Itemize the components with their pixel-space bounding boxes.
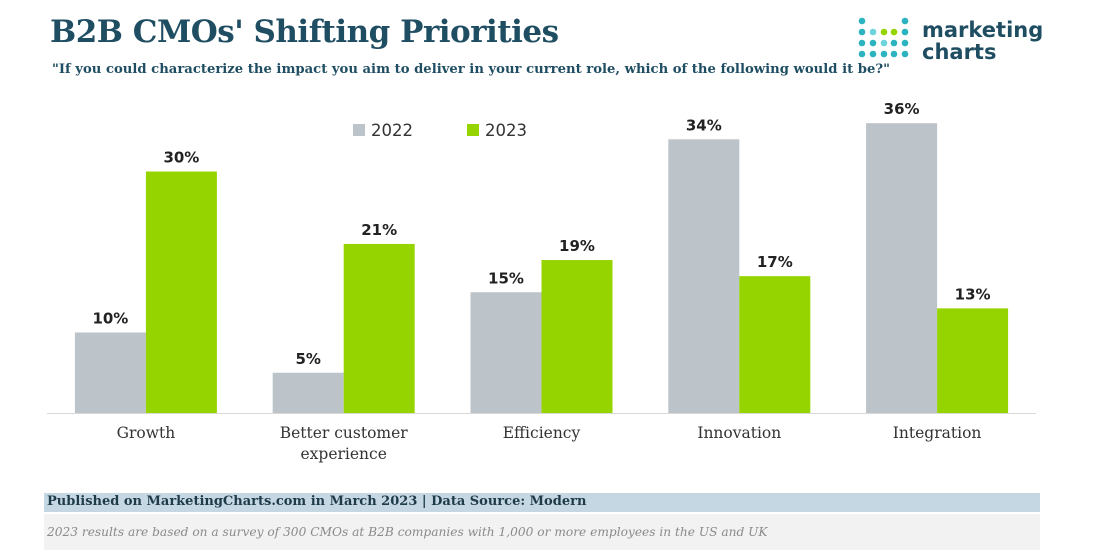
data-label-2022-3: 34% [686,116,722,134]
bar-2023-2 [541,260,613,413]
bar-2023-1 [343,243,415,413]
x-tick-label-4: Integration [893,424,982,442]
bar-2022-4 [866,123,938,413]
page-title: B2B CMOs' Shifting Priorities [50,14,559,50]
legend-swatch-2022 [353,124,365,136]
logo-line-2: charts [922,40,997,64]
data-label-2022-4: 36% [884,100,920,118]
bar-2023-3 [739,276,811,413]
data-label-2023-3: 17% [757,253,793,271]
data-label-2023-1: 21% [361,221,397,239]
data-label-2022-2: 15% [488,269,524,287]
methodology-note: 2023 results are based on a survey of 30… [44,514,1040,550]
bar-2023-4 [937,308,1009,413]
bar-2022-0 [74,332,146,413]
data-label-2023-0: 30% [163,149,199,167]
bar-2023-0 [145,171,217,413]
bar-2022-3 [668,139,740,414]
source-bar: Published on MarketingCharts.com in Marc… [44,493,1040,512]
legend-swatch-2023 [467,124,479,136]
legend-label-2023: 2023 [485,121,527,140]
dot-grid-logo-icon [858,17,909,58]
page-subtitle: "If you could characterize the impact yo… [52,62,890,77]
logo-text: marketing charts [922,19,1043,63]
note-text: 2023 results are based on a survey of 30… [47,525,768,539]
x-tick-label-0: Growth [117,424,176,442]
marketing-charts-logo: marketing charts [858,17,1048,67]
source-text: Published on MarketingCharts.com in Marc… [47,494,587,509]
data-label-2022-1: 5% [295,350,320,368]
logo-line-1: marketing [922,18,1044,42]
x-tick-label-1: Better customer [280,424,409,442]
data-label-2022-0: 10% [92,310,128,328]
data-label-2023-4: 13% [955,285,991,303]
bar-chart: 10% 30% Growth 5% 21% Better customer experien… [47,100,1036,463]
x-tick-label-1-line2: experience [301,445,387,463]
legend-label-2022: 2022 [371,121,413,140]
data-label-2023-2: 19% [559,237,595,255]
bar-2022-2 [470,292,542,413]
bar-2022-1 [272,372,344,413]
x-tick-label-3: Innovation [697,424,781,442]
x-tick-label-2: Efficiency [503,424,581,442]
